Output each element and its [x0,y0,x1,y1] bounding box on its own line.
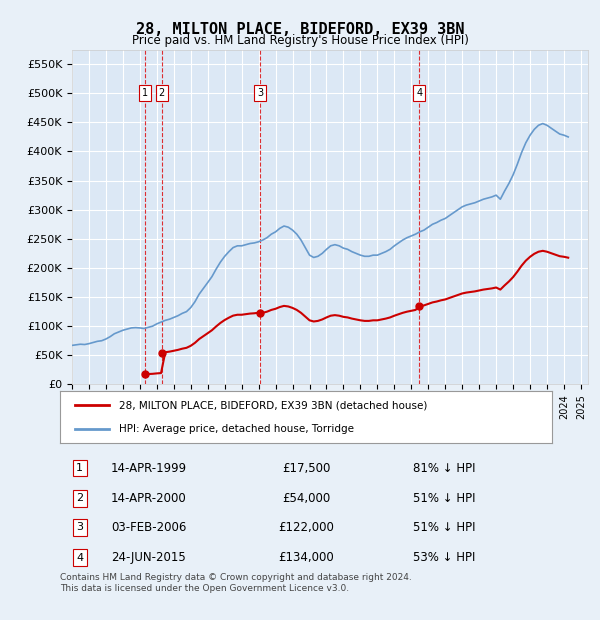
Text: 1: 1 [76,463,83,473]
Text: £122,000: £122,000 [278,521,334,534]
Text: 1: 1 [142,88,148,98]
Text: 24-JUN-2015: 24-JUN-2015 [111,551,186,564]
Text: 3: 3 [76,523,83,533]
Text: 4: 4 [416,88,422,98]
Text: £54,000: £54,000 [282,492,330,505]
Text: 3: 3 [257,88,263,98]
Text: 2: 2 [76,494,83,503]
Text: 4: 4 [76,552,83,562]
Text: 03-FEB-2006: 03-FEB-2006 [111,521,186,534]
Text: 53% ↓ HPI: 53% ↓ HPI [413,551,475,564]
Text: Contains HM Land Registry data © Crown copyright and database right 2024.
This d: Contains HM Land Registry data © Crown c… [60,574,412,593]
Text: 28, MILTON PLACE, BIDEFORD, EX39 3BN: 28, MILTON PLACE, BIDEFORD, EX39 3BN [136,22,464,37]
Text: 51% ↓ HPI: 51% ↓ HPI [413,492,475,505]
Text: HPI: Average price, detached house, Torridge: HPI: Average price, detached house, Torr… [119,423,354,433]
Text: Price paid vs. HM Land Registry's House Price Index (HPI): Price paid vs. HM Land Registry's House … [131,34,469,47]
Text: £17,500: £17,500 [282,462,330,475]
Text: 14-APR-2000: 14-APR-2000 [110,492,187,505]
Text: 81% ↓ HPI: 81% ↓ HPI [413,462,475,475]
Text: £134,000: £134,000 [278,551,334,564]
Text: 14-APR-1999: 14-APR-1999 [110,462,187,475]
Text: 51% ↓ HPI: 51% ↓ HPI [413,521,475,534]
Text: 2: 2 [158,88,165,98]
Text: 28, MILTON PLACE, BIDEFORD, EX39 3BN (detached house): 28, MILTON PLACE, BIDEFORD, EX39 3BN (de… [119,401,427,410]
